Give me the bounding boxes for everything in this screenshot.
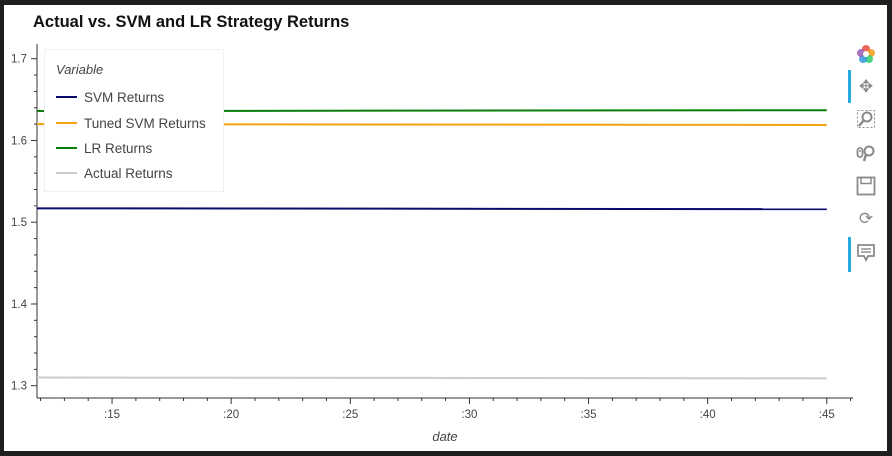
legend-swatch	[56, 172, 77, 174]
y-tick-label: 1.7	[11, 54, 27, 66]
x-tick-label: :20	[223, 409, 239, 421]
pan-icon[interactable]: ✥	[858, 77, 874, 97]
legend-swatch	[56, 147, 77, 149]
chart-title: Actual vs. SVM and LR Strategy Returns	[33, 13, 350, 31]
wheel-zoom-icon[interactable]	[856, 142, 876, 164]
legend-item-lr-returns[interactable]: LR Returns	[56, 139, 152, 157]
y-tick-label: 1.4	[11, 299, 28, 311]
legend-item-svm-returns[interactable]: SVM Returns	[56, 88, 164, 106]
legend-title: Variable	[56, 62, 104, 77]
y-tick-label: 1.3	[11, 381, 27, 393]
legend-item-actual-returns[interactable]: Actual Returns	[56, 164, 173, 182]
x-tick-label: :45	[819, 409, 835, 421]
plot-toolbar: ✥ ⟳	[848, 36, 878, 276]
x-tick-label: :15	[104, 409, 120, 421]
y-tick-label: 1.5	[11, 217, 27, 229]
legend-label: Actual Returns	[84, 165, 173, 181]
x-tick-label: :40	[700, 409, 716, 421]
series-line-svm-returns	[36, 207, 827, 211]
x-tick-label: :25	[342, 409, 358, 421]
toolbar-active-marker	[848, 237, 851, 272]
legend-swatch	[56, 122, 77, 124]
x-axis-ticks: :15 :20 :25 :30 :35 :40 :45	[40, 398, 852, 421]
y-axis-ticks: 1.3 1.4 1.5 1.6 1.7	[11, 54, 37, 393]
legend-item-tuned-svm-returns[interactable]: Tuned SVM Returns	[56, 114, 206, 132]
legend-label: SVM Returns	[84, 89, 165, 105]
bokeh-logo-icon[interactable]	[856, 43, 876, 65]
toolbar-active-marker	[848, 70, 851, 103]
x-tick-label: :30	[461, 409, 477, 421]
hover-icon[interactable]	[856, 242, 876, 264]
legend-label: LR Returns	[84, 140, 153, 156]
legend-swatch	[56, 96, 77, 98]
series-line-actual-returns	[36, 376, 827, 380]
legend[interactable]: Variable SVM Returns Tuned SVM Returns L…	[44, 49, 224, 192]
y-tick-label: 1.6	[11, 135, 27, 147]
x-tick-label: :35	[581, 409, 597, 421]
reset-icon[interactable]: ⟳	[858, 209, 874, 229]
box-zoom-icon[interactable]	[856, 108, 876, 130]
legend-label: Tuned SVM Returns	[84, 115, 206, 131]
save-icon[interactable]	[856, 175, 876, 197]
x-axis-title: date	[432, 429, 457, 444]
